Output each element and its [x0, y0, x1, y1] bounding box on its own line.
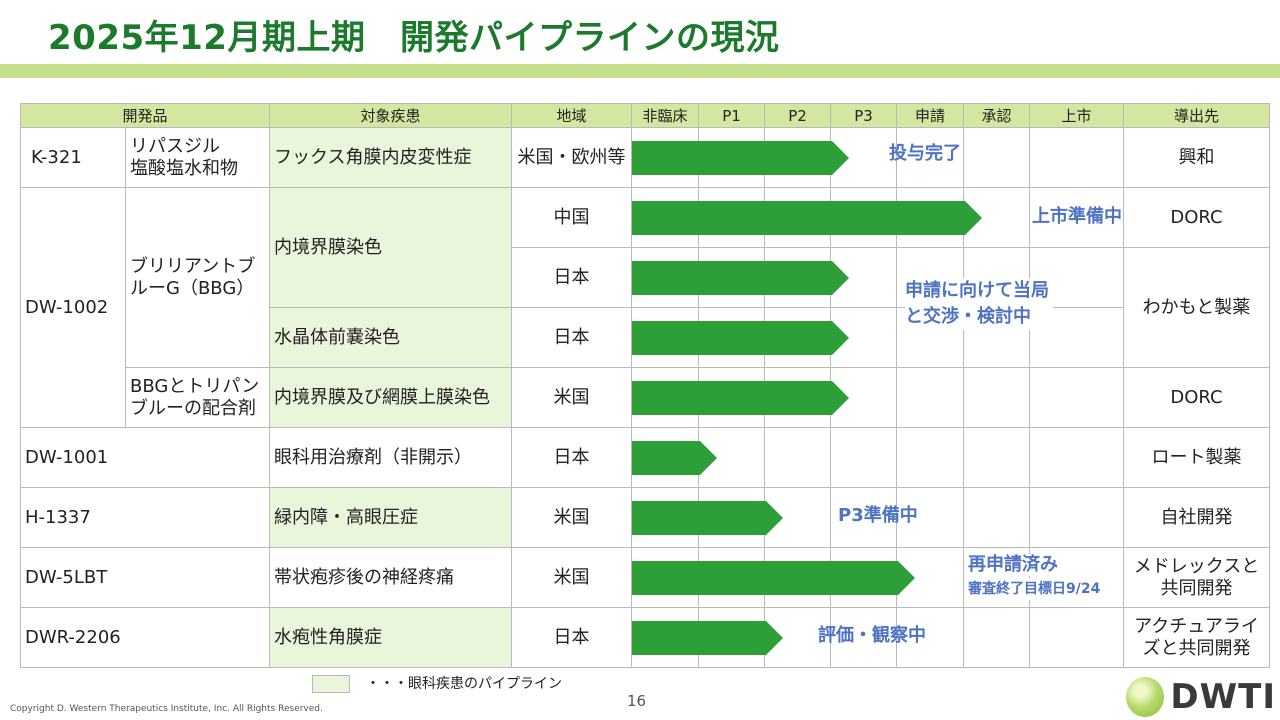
product-code: K-321: [20, 127, 126, 188]
region-cell: 米国: [511, 547, 632, 608]
phase-cell: [896, 607, 964, 668]
logo-circle-icon: [1126, 677, 1165, 717]
phase-cell: [1029, 367, 1124, 428]
disease-cell: 内境界膜及び網膜上膜染色: [269, 367, 512, 428]
disease-cell: 水晶体前嚢染色: [269, 307, 512, 368]
status-label: 投与完了: [889, 143, 961, 164]
phase-cell: [764, 427, 831, 488]
phase-cell: [963, 127, 1030, 188]
pipeline-table: 開発品 対象疾患 地域 非臨床 P1 P2 P3 申請 承認 上市 導出先 K-…: [20, 103, 1270, 668]
page-number: 16: [627, 692, 647, 710]
header-preclinical: 非臨床: [631, 103, 699, 128]
phase-cell: [963, 607, 1030, 668]
progress-arrow: [632, 381, 849, 415]
product-code: DW-1001: [20, 427, 270, 488]
copyright-text: Copyright D. Western Therapeutics Instit…: [10, 704, 323, 714]
phase-cell: [963, 487, 1030, 548]
phase-cell: [1029, 187, 1124, 248]
partner-cell: DORC: [1123, 187, 1270, 248]
disease-cell: フックス角膜内皮変性症: [269, 127, 512, 188]
progress-arrow-shape: [632, 201, 982, 235]
region-cell: 日本: [511, 247, 632, 308]
product-name: BBGとトリパン ブルーの配合剤: [125, 367, 270, 428]
progress-arrow-shape: [632, 321, 849, 355]
header-p3: P3: [830, 103, 897, 128]
status-sublabel: 審査終了目標日9/24: [968, 578, 1101, 600]
legend-text: ・・・眼科疾患のパイプライン: [366, 676, 562, 692]
progress-arrow: [632, 141, 849, 175]
header-p1: P1: [698, 103, 765, 128]
phase-cell: [896, 367, 964, 428]
page-title: 2025年12月期上期 開発パイプラインの現況: [48, 18, 780, 58]
phase-cell: [1029, 427, 1124, 488]
disease-cell: 内境界膜染色: [269, 187, 512, 308]
header-approval: 承認: [963, 103, 1030, 128]
product-code: DWR-2206: [20, 607, 270, 668]
region-cell: 日本: [511, 607, 632, 668]
region-cell: 日本: [511, 427, 632, 488]
phase-cell: [963, 367, 1030, 428]
region-cell: 米国・欧州等: [511, 127, 632, 188]
progress-arrow-shape: [632, 261, 849, 295]
progress-arrow-shape: [632, 501, 783, 535]
partner-cell: ロート製薬: [1123, 427, 1270, 488]
phase-cell: [963, 427, 1030, 488]
phase-cell: [896, 127, 964, 188]
partner-cell: 興和: [1123, 127, 1270, 188]
company-logo: DWTI: [1126, 676, 1276, 718]
partner-cell: アクチュアライ ズと共同開発: [1123, 607, 1270, 668]
progress-arrow-shape: [632, 141, 849, 175]
phase-cell: [830, 607, 897, 668]
disease-cell: 水疱性角膜症: [269, 607, 512, 668]
region-cell: 中国: [511, 187, 632, 248]
status-label: 上市準備中: [1032, 206, 1122, 227]
header-product: 開発品: [20, 103, 270, 128]
partner-cell: メドレックスと 共同開発: [1123, 547, 1270, 608]
product-code: DW-1002: [20, 187, 126, 428]
partner-cell: わかもと製薬: [1123, 247, 1270, 368]
progress-arrow: [632, 261, 849, 295]
header-partner: 導出先: [1123, 103, 1270, 128]
progress-arrow-shape: [632, 381, 849, 415]
phase-cell: [1029, 607, 1124, 668]
partner-cell: 自社開発: [1123, 487, 1270, 548]
product-name: リパスジル 塩酸塩水和物: [125, 127, 270, 188]
progress-arrow: [632, 441, 717, 475]
legend-swatch: [312, 675, 350, 693]
logo-text: DWTI: [1170, 677, 1276, 717]
region-cell: 米国: [511, 487, 632, 548]
product-code: H-1337: [20, 487, 270, 548]
phase-cell: [896, 427, 964, 488]
progress-arrow: [632, 621, 783, 655]
disease-cell: 緑内障・高眼圧症: [269, 487, 512, 548]
product-code: DW-5LBT: [20, 547, 270, 608]
progress-arrow: [632, 501, 783, 535]
phase-cell: [830, 487, 897, 548]
region-cell: 米国: [511, 367, 632, 428]
status-label: 評価・観察中: [818, 625, 926, 646]
header-launch: 上市: [1029, 103, 1124, 128]
region-cell: 日本: [511, 307, 632, 368]
progress-arrow-shape: [632, 561, 915, 595]
phase-cell: [830, 427, 897, 488]
disease-cell: 眼科用治療剤（非開示）: [269, 427, 512, 488]
progress-arrow-shape: [632, 441, 717, 475]
partner-cell: DORC: [1123, 367, 1270, 428]
status-label: 再申請済み: [968, 554, 1058, 576]
progress-arrow: [632, 201, 982, 235]
product-name: ブリリアントブ ルーG（BBG）: [125, 187, 270, 368]
progress-arrow-shape: [632, 621, 783, 655]
status-label: P3準備中: [838, 505, 918, 526]
header-disease: 対象疾患: [269, 103, 512, 128]
header-region: 地域: [511, 103, 632, 128]
progress-arrow: [632, 321, 849, 355]
status-label: 申請に向けて当局 と交渉・検討中: [905, 278, 1053, 330]
phase-cell: [1029, 127, 1124, 188]
title-underline-bar: [0, 64, 1280, 78]
phase-cell: [1029, 487, 1124, 548]
disease-cell: 帯状疱疹後の神経疼痛: [269, 547, 512, 608]
header-p2: P2: [764, 103, 831, 128]
progress-arrow: [632, 561, 915, 595]
header-filing: 申請: [896, 103, 964, 128]
